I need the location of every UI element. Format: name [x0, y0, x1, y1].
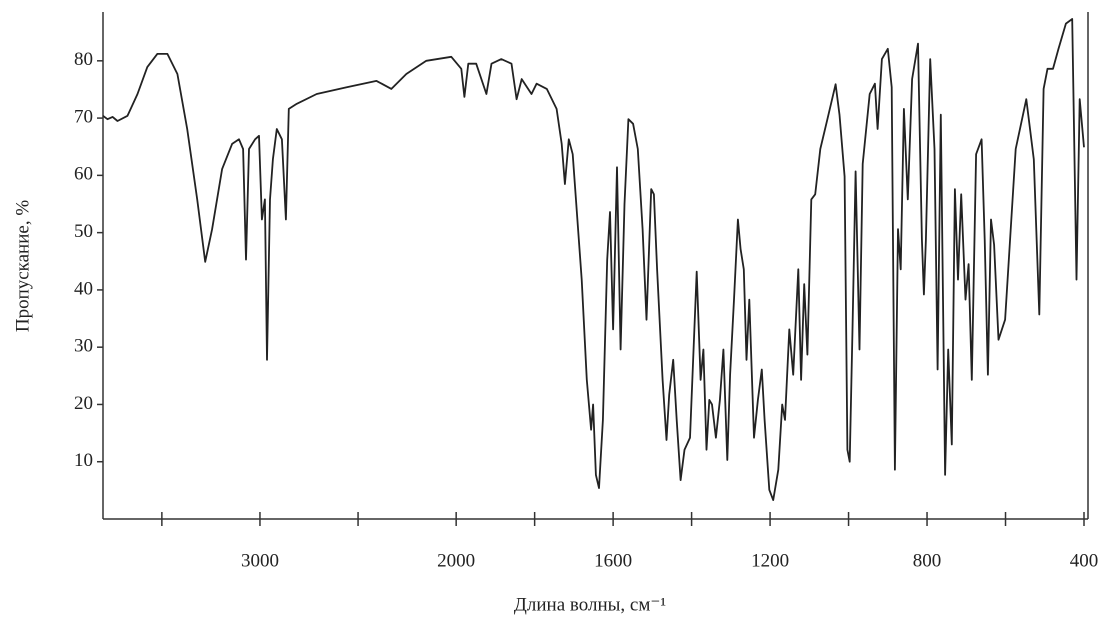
- y-axis-title: Пропускание, %: [12, 200, 33, 332]
- y-tick-label: 40: [74, 278, 93, 299]
- y-tick-label: 70: [74, 106, 93, 127]
- x-tick-label: 2000: [437, 550, 475, 571]
- x-tick-label: 3000: [241, 550, 279, 571]
- y-tick-label: 20: [74, 393, 93, 414]
- x-tick-label: 800: [913, 550, 942, 571]
- y-tick-label: 80: [74, 49, 93, 70]
- x-tick-label: 1600: [594, 550, 632, 571]
- y-tick-label: 60: [74, 164, 93, 185]
- y-tick-label: 50: [74, 221, 93, 242]
- spectrum-line: [102, 18, 1085, 501]
- x-tick-label: 400: [1070, 550, 1099, 571]
- y-tick-label: 30: [74, 336, 93, 357]
- x-tick-label: 1200: [751, 550, 789, 571]
- x-axis-title: Длина волны, см⁻¹: [514, 594, 666, 615]
- y-tick-label: 10: [74, 450, 93, 471]
